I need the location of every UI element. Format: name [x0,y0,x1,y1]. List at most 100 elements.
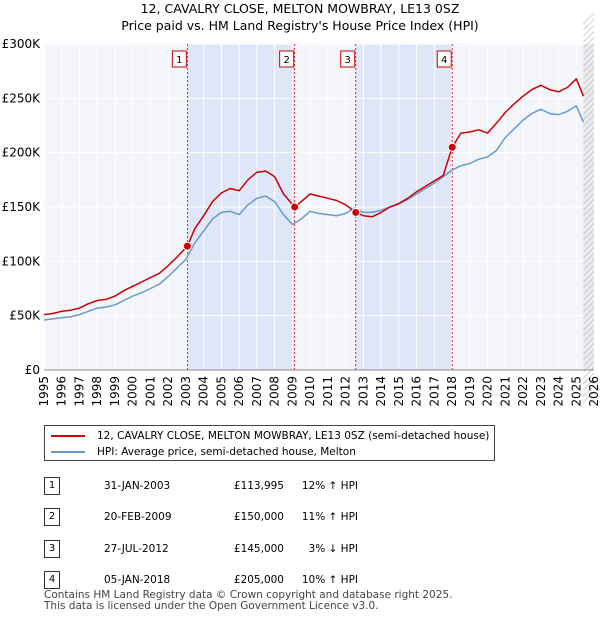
footer-line1: Contains HM Land Registry data © Crown c… [44,589,453,601]
projection-hatch [583,301,595,313]
projection-hatch [583,337,595,349]
chart-legend: 12, CAVALRY CLOSE, MELTON MOWBRAY, LE13 … [44,425,495,461]
transaction-date: 27-JUL-2012 [104,542,169,555]
projection-hatch [583,97,595,109]
x-tick-label: 2003 [179,376,193,407]
projection-hatch [583,229,595,241]
projection-hatch [583,49,595,61]
projection-hatch [583,151,595,163]
legend-swatch-property [51,435,85,437]
projection-hatch [583,61,595,73]
x-tick-label: 2017 [427,376,441,407]
x-tick-label: 2005 [214,376,228,407]
projection-hatch [583,163,595,175]
projection-hatch [583,79,595,91]
sale-label: 2 [284,55,290,66]
legend-label-property: 12, CAVALRY CLOSE, MELTON MOWBRAY, LE13 … [97,430,490,442]
projection-hatch [583,19,595,31]
projection-hatch [583,349,595,361]
legend-swatch-hpi [51,451,85,453]
projection-hatch [583,277,595,289]
sale-point [447,142,457,152]
projection-hatch [583,223,595,235]
sale-label-box [340,50,356,68]
x-tick-label: 2020 [481,376,495,407]
sale-label-box [436,50,452,68]
projection-hatch [583,175,595,187]
x-tick-label: 2015 [392,376,406,407]
x-tick-label: 1998 [90,376,104,407]
projection-hatch [583,331,595,343]
projection-hatch [583,181,595,193]
chart-title-line2: Price paid vs. HM Land Registry's House … [121,18,479,33]
projection-hatch [583,13,595,25]
sale-label-box [171,50,187,68]
projection-hatch [583,325,595,337]
y-tick-label: £300K [2,37,42,51]
x-tick-label: 2024 [552,376,566,407]
x-tick-label: 2002 [161,376,175,407]
projection-hatch [583,373,595,385]
x-tick-label: 1996 [55,376,69,407]
x-tick-label: 1997 [72,376,86,407]
transaction-index-badge: 3 [44,539,60,558]
projection-hatch [583,283,595,295]
x-tick-label: 2012 [339,376,353,407]
transaction-date: 31-JAN-2003 [104,479,171,492]
footer-attribution: Contains HM Land Registry data © Crown c… [44,590,452,612]
projection-hatch [583,187,595,199]
projection-hatch [583,217,595,229]
projection-hatch [583,259,595,271]
x-tick-label: 2022 [516,376,530,407]
projection-hatch [583,55,595,67]
sale-label-box [279,50,295,68]
projection-hatch [583,199,595,211]
x-tick-label: 2009 [285,376,299,407]
projection-hatch [583,391,595,403]
projection-hatch [583,169,595,181]
projection-hatch [583,91,595,103]
y-tick-label: £250K [2,91,42,105]
projection-hatch [583,37,595,49]
price-chart: 1 2 3 4 £0 £50K £100K £150K £200K £250K £300K 1995 1… [2,13,600,407]
sale-point [351,207,361,217]
transaction-price: £113,995 [233,479,284,492]
transaction-date: 20-FEB-2009 [104,511,172,524]
y-tick-label: £200K [2,146,42,160]
projection-hatch [583,247,595,259]
projection-hatch [583,85,595,97]
projection-hatch [583,307,595,319]
chart-title-line1: 12, CAVALRY CLOSE, MELTON MOWBRAY, LE13 … [140,1,460,16]
x-tick-label: 2004 [197,376,211,407]
projection-hatch [583,31,595,43]
y-tick-label: £100K [2,254,42,268]
projection-hatch [583,73,595,85]
transaction-hpi-diff: 11% ↑ HPI [301,511,358,524]
x-tick-label: 2014 [374,376,388,407]
transaction-index-badge: 1 [44,476,60,495]
projection-hatch [583,109,595,121]
x-tick-label: 2021 [498,376,512,407]
legend-label-hpi: HPI: Average price, semi-detached house,… [97,446,356,458]
chart-title: 12, CAVALRY CLOSE, MELTON MOWBRAY, LE13 … [0,0,600,34]
table-row: 2 20-FEB-2009 £150,000 11% ↑ HPI [40,502,358,534]
projection-hatch [583,121,595,133]
transaction-hpi-diff: 3% ↓ HPI [308,542,358,555]
transaction-hpi-diff: 12% ↑ HPI [301,479,358,492]
x-tick-label: 2011 [321,376,335,407]
x-tick-label: 2023 [534,376,548,407]
projection-hatch [583,193,595,205]
x-tick-label: 2013 [356,376,370,407]
projection-hatch [583,295,595,307]
projection-hatch [583,205,595,217]
projection-hatch [583,265,595,277]
projection-hatch [583,133,595,145]
projection-region [583,44,594,370]
x-tick-label: 2001 [143,376,157,407]
projection-hatch [583,367,595,379]
y-tick-label: £150K [2,200,42,214]
projection-hatch [583,385,595,397]
sale-label: 1 [176,55,182,66]
projection-hatch [583,67,595,79]
legend-item-property: 12, CAVALRY CLOSE, MELTON MOWBRAY, LE13 … [51,428,489,444]
